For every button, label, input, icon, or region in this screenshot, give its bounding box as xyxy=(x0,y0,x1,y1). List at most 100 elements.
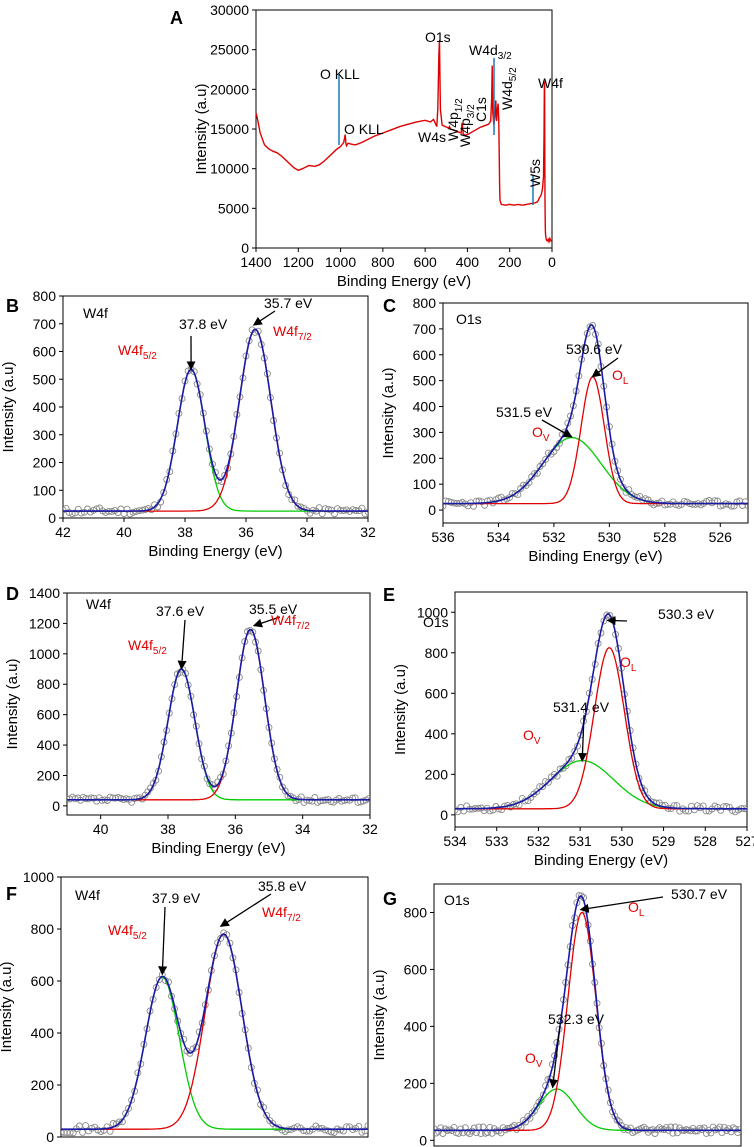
y-axis-label: Intensity (a.u) xyxy=(392,664,409,755)
peak-label: W5s xyxy=(527,159,543,187)
panel-letter: D xyxy=(6,584,19,604)
peak-label: OV xyxy=(525,1050,543,1070)
x-tick-label: 200 xyxy=(498,254,522,270)
x-tick-label: 0 xyxy=(548,254,556,270)
y-tick-label: 100 xyxy=(33,482,57,498)
y-tick-label: 15000 xyxy=(210,121,249,137)
component-ov xyxy=(455,759,747,810)
y-axis-label: Intensity (a.u) xyxy=(193,84,210,175)
x-tick-label: 600 xyxy=(413,254,437,270)
peak-label: W4s xyxy=(418,129,446,145)
peak-label: OL xyxy=(612,367,629,387)
x-tick-label: 34 xyxy=(299,524,315,540)
y-tick-label: 25000 xyxy=(210,42,249,58)
y-tick-label: 0 xyxy=(419,1132,427,1147)
peak-label: O1s xyxy=(425,29,451,45)
x-tick-label: 400 xyxy=(456,254,480,270)
peak-label: W4f7/2 xyxy=(271,612,310,632)
data-point xyxy=(531,1107,538,1115)
energy-arrow xyxy=(591,357,619,378)
panel-g: 0 200 400 600 800 Intensity (a.u) G O1s 530.7 eV… xyxy=(371,883,742,1147)
x-tick-label: 527 xyxy=(735,833,754,849)
panel-letter: B xyxy=(6,296,19,316)
energy-label: 530.6 eV xyxy=(566,341,623,357)
y-tick-label: 0 xyxy=(52,798,60,814)
y-tick-label: 0 xyxy=(440,807,448,823)
y-tick-label: 600 xyxy=(413,347,437,363)
peak-label: W4p1/2 xyxy=(445,98,465,141)
plot-area xyxy=(67,626,370,806)
x-tick-label: 1000 xyxy=(325,254,356,270)
y-tick-label: 0 xyxy=(46,1129,54,1145)
fit-envelope xyxy=(455,613,747,810)
y-tick-label: 200 xyxy=(31,1077,55,1093)
data-point xyxy=(122,795,130,803)
energy-label: 37.6 eV xyxy=(156,603,205,619)
data-point xyxy=(316,797,324,805)
x-tick-label: 1200 xyxy=(283,254,314,270)
data-point xyxy=(617,475,624,483)
data-point xyxy=(544,778,552,786)
energy-label: 531.4 eV xyxy=(553,699,610,715)
panel-letter: A xyxy=(170,8,183,28)
data-point xyxy=(479,1123,487,1131)
x-tick-label: 534 xyxy=(487,529,511,545)
data-point xyxy=(455,806,459,814)
energy-arrow xyxy=(252,310,276,326)
energy-label: 35.8 eV xyxy=(258,878,307,894)
component-ol xyxy=(443,376,748,505)
data-point xyxy=(457,1125,465,1133)
data-point xyxy=(528,1109,536,1117)
region-label: O1s xyxy=(423,614,449,630)
plot-frame xyxy=(60,876,369,1138)
region-label: O1s xyxy=(444,892,470,908)
x-tick-label: 40 xyxy=(93,821,109,837)
data-point xyxy=(744,502,748,510)
plot-area xyxy=(61,929,368,1137)
data-point xyxy=(618,1122,625,1129)
panel-f: 0 200 400 600 800 1000 Intensity (a.u) F W4f 37.9… xyxy=(0,869,369,1145)
panel-e: 0 200 400 600 800 1000 534 533 532 531 530 529 528 52… xyxy=(383,585,754,869)
region-label: O1s xyxy=(456,311,482,327)
y-tick-label: 500 xyxy=(33,371,57,387)
energy-arrow xyxy=(177,619,187,670)
component-w4f5-2 xyxy=(61,976,368,1130)
component-w4f7-2 xyxy=(67,628,370,801)
data-point xyxy=(613,1116,621,1124)
data-point xyxy=(82,795,90,802)
plot-area xyxy=(455,611,747,816)
data-point xyxy=(490,1125,498,1133)
energy-label: 532.3 eV xyxy=(548,1011,605,1027)
plot-frame xyxy=(442,302,749,524)
data-point xyxy=(533,788,541,796)
data-point xyxy=(288,496,296,504)
y-tick-label: 0 xyxy=(241,240,249,256)
data-point xyxy=(731,1125,739,1133)
fit-envelope xyxy=(443,324,748,505)
data-point xyxy=(365,795,370,803)
panel-b: 0 100 200 300 400 500 600 700 800 42 40 38 36 34 32 Bin… xyxy=(0,288,376,560)
data-point xyxy=(336,1126,344,1134)
panel-letter: F xyxy=(6,884,17,904)
peak-label: W4f7/2 xyxy=(273,323,312,343)
y-tick-label: 400 xyxy=(413,399,437,415)
x-axis-label: Binding Energy (eV) xyxy=(148,543,282,560)
x-tick-label: 36 xyxy=(238,524,254,540)
data-point xyxy=(129,508,137,516)
peak-label: C1s xyxy=(473,97,489,122)
y-tick-label: 200 xyxy=(33,455,57,471)
y-axis-label: Intensity (a.u) xyxy=(380,368,397,459)
fit-envelope xyxy=(63,328,368,512)
y-tick-label: 1000 xyxy=(23,869,54,885)
energy-arrow xyxy=(158,906,168,976)
survey-spectrum xyxy=(255,40,553,245)
energy-label: 35.5 eV xyxy=(249,601,298,617)
y-tick-label: 800 xyxy=(413,295,437,311)
data-point xyxy=(533,1102,541,1110)
y-tick-label: 200 xyxy=(413,450,437,466)
component-ov xyxy=(443,436,748,505)
fit-envelope xyxy=(434,895,741,1132)
fit-envelope xyxy=(61,933,368,1130)
x-tick-label: 800 xyxy=(371,254,395,270)
y-tick-label: 800 xyxy=(31,921,55,937)
